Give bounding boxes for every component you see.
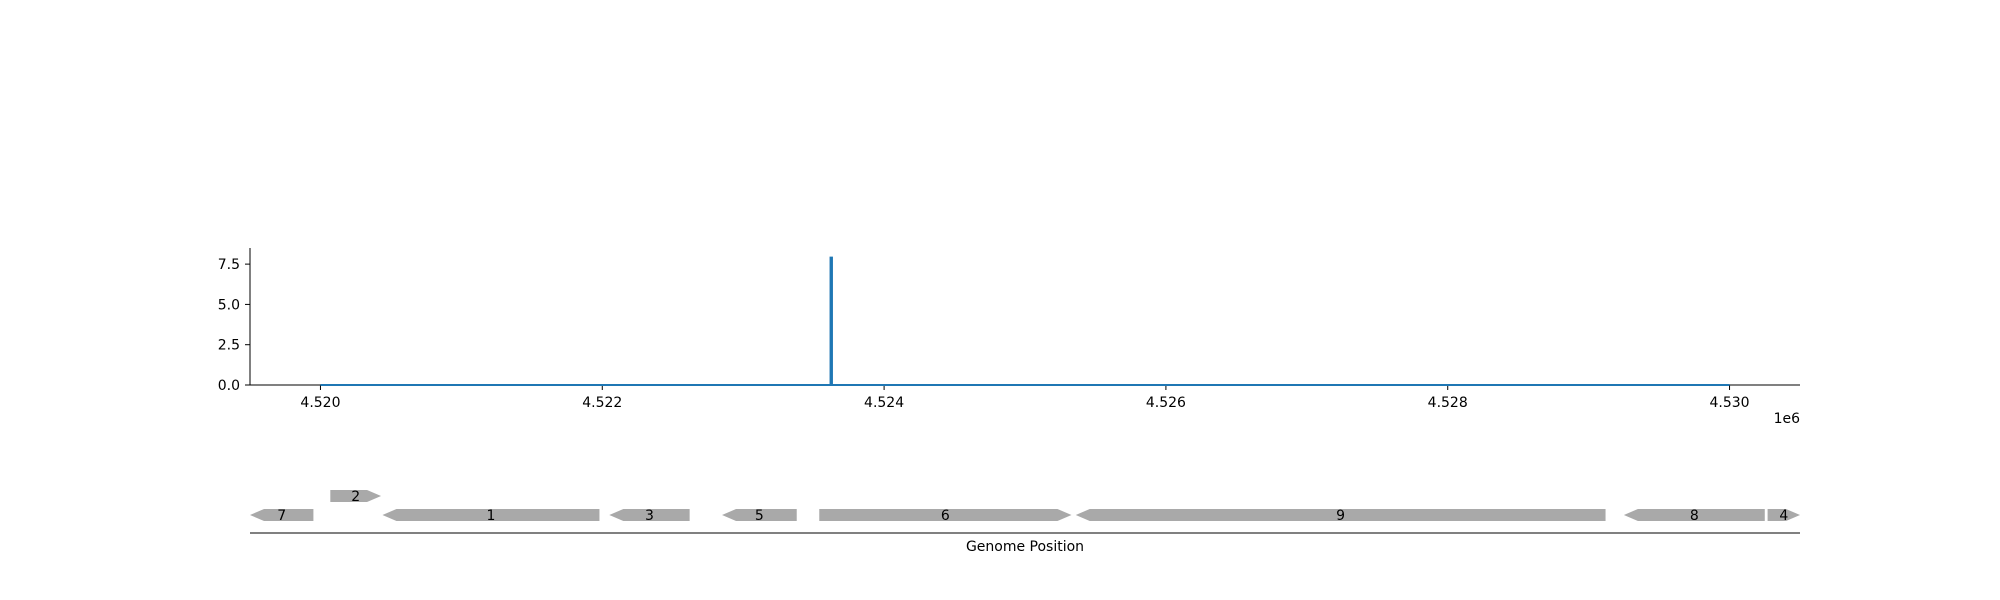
x-tick-label: 4.522 xyxy=(582,395,622,411)
gene-label: 4 xyxy=(1779,508,1788,524)
gene-arrow xyxy=(1075,509,1606,521)
gene-arrow xyxy=(1623,509,1765,521)
y-tick-label: 5.0 xyxy=(218,297,240,313)
x-tick-label: 4.520 xyxy=(300,395,340,411)
gene-label: 1 xyxy=(486,508,495,524)
gene-arrow xyxy=(382,509,600,521)
gene-label: 7 xyxy=(277,508,286,524)
x-tick-label: 4.524 xyxy=(864,395,904,411)
gene-arrow xyxy=(722,509,797,521)
gene-map: Genome Position 7 2 1 3 5 6 9 8 4 xyxy=(250,489,1800,555)
coverage-plot: 0.0 2.5 5.0 7.5 4.520 4.522 4.524 4.526 4.528 4.5… xyxy=(218,248,1800,427)
gene-label: 8 xyxy=(1690,508,1699,524)
gene-arrow xyxy=(609,509,690,521)
x-tick-label: 4.528 xyxy=(1428,395,1468,411)
coverage-line xyxy=(320,256,1730,386)
gene-label: 5 xyxy=(755,508,764,524)
gene-arrow xyxy=(819,509,1072,521)
gene-arrow xyxy=(330,490,382,502)
gene-label: 2 xyxy=(351,489,360,505)
x-tick-label: 4.526 xyxy=(1146,395,1186,411)
gene-arrow xyxy=(250,509,314,521)
gene-label: 9 xyxy=(1336,508,1345,524)
x-offset-label: 1e6 xyxy=(1774,411,1801,427)
gene-map-xlabel: Genome Position xyxy=(966,539,1084,555)
y-tick-label: 2.5 xyxy=(218,338,240,354)
y-tick-label: 0.0 xyxy=(218,378,240,394)
gene-arrow xyxy=(1767,509,1800,521)
x-tick-label: 4.530 xyxy=(1709,395,1749,411)
gene-label: 3 xyxy=(645,508,654,524)
gene-label: 6 xyxy=(941,508,950,524)
y-tick-label: 7.5 xyxy=(218,257,240,273)
